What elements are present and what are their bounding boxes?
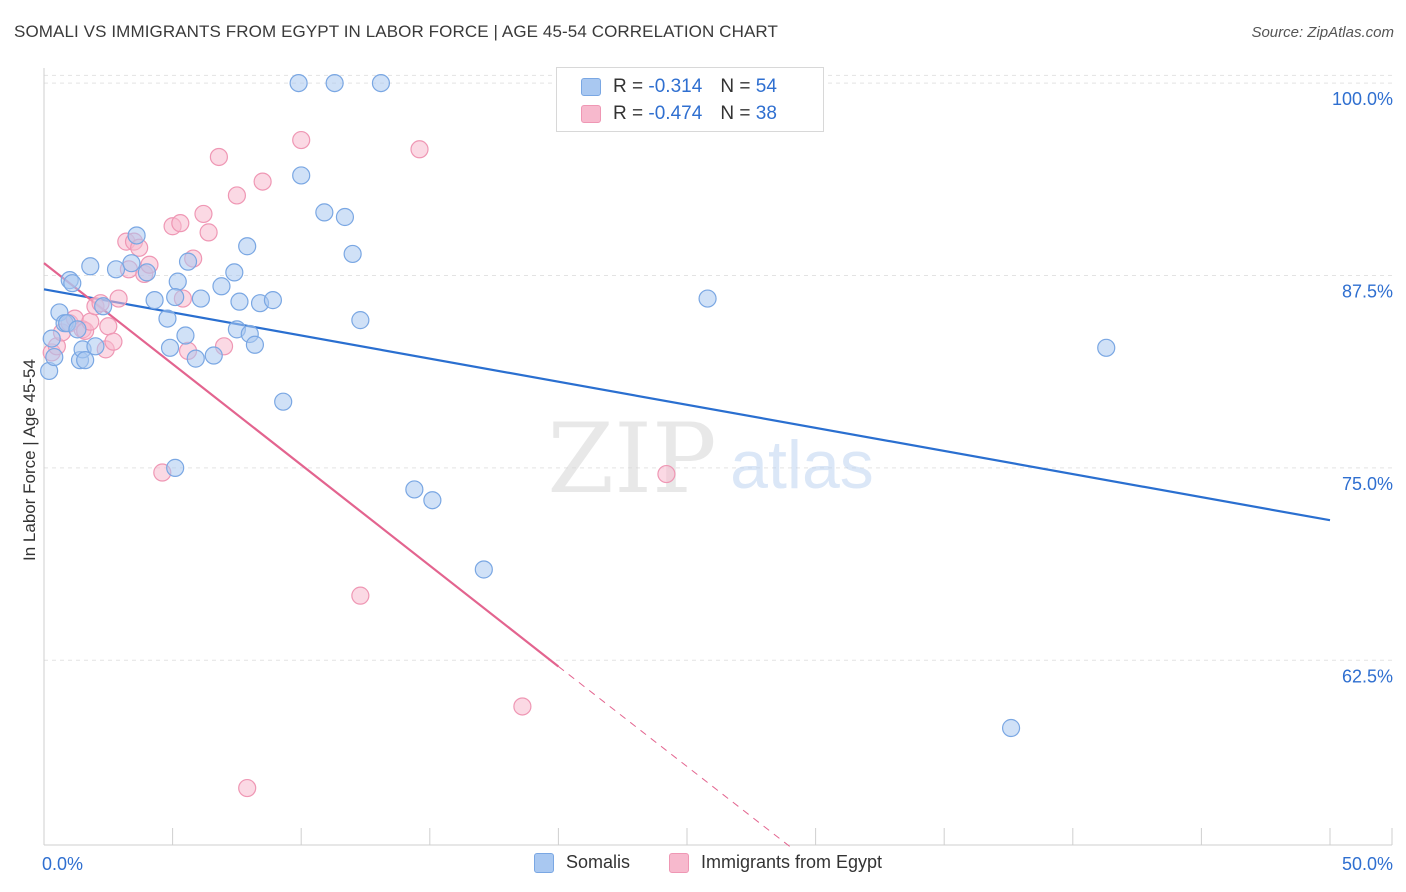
chart-title: SOMALI VS IMMIGRANTS FROM EGYPT IN LABOR… <box>14 22 778 41</box>
egypt-trend-line <box>558 666 791 847</box>
somalis-point <box>168 272 187 291</box>
egypt-point <box>351 586 370 605</box>
somalis-point <box>127 226 146 245</box>
somalis-point <box>166 458 185 477</box>
somalis-point <box>122 254 141 273</box>
somalis-point <box>106 260 126 279</box>
somalis-point <box>292 166 311 185</box>
legend-item-egypt[interactable]: Immigrants from Egypt <box>669 852 882 873</box>
somalis-point <box>68 320 87 339</box>
y-tick-label: 62.5% <box>1342 666 1393 686</box>
watermark-atlas: atlas <box>730 427 874 503</box>
stats-row-egypt: R = -0.474 N = 38 <box>581 102 777 126</box>
somalis-point <box>158 309 177 328</box>
egypt-point <box>292 130 311 150</box>
somalis-point <box>474 560 493 579</box>
somalis-point <box>245 335 265 354</box>
egypt-point <box>209 147 228 167</box>
somalis-point <box>371 73 391 93</box>
egypt-point <box>99 317 118 336</box>
somalis-point <box>343 244 362 264</box>
egypt-swatch <box>581 105 601 123</box>
stats-row-somalis: R = -0.314 N = 54 <box>581 75 777 99</box>
somalis-point <box>405 480 424 499</box>
somalis-point <box>238 237 257 256</box>
somalis-point <box>42 329 61 348</box>
egypt-point <box>104 332 123 351</box>
somalis-point <box>1001 718 1021 738</box>
somalis-point <box>145 291 164 310</box>
source-label: Source: ZipAtlas.com <box>1251 24 1394 41</box>
somalis-point <box>335 207 355 227</box>
r-value: -0.314 <box>648 76 703 97</box>
axes <box>43 68 1393 846</box>
y-tick-label: 100.0% <box>1332 89 1393 109</box>
somalis-point <box>325 73 344 93</box>
somalis-point <box>94 297 113 316</box>
egypt-point <box>410 140 429 159</box>
egypt-point <box>194 204 213 224</box>
somalis-trend-line <box>43 288 1331 522</box>
r-value: -0.474 <box>648 103 703 124</box>
egypt-legend-swatch <box>669 852 689 873</box>
egypt-point <box>513 697 532 716</box>
x-tick-label: 50.0% <box>1342 854 1393 874</box>
somalis-point <box>86 337 105 356</box>
somalis-point <box>137 263 156 282</box>
somalis-swatch <box>581 78 601 96</box>
r-label: R = <box>613 76 644 97</box>
egypt-point <box>171 214 190 233</box>
somalis-point <box>204 346 223 365</box>
somalis-point <box>230 292 249 311</box>
egypt-trend-line <box>43 262 560 668</box>
egypt-point <box>253 172 272 191</box>
y-tick-label: 87.5% <box>1342 281 1393 301</box>
somalis-point <box>698 289 717 308</box>
somalis-point <box>186 349 205 368</box>
somalis-point <box>63 274 82 293</box>
y-tick-label: 75.0% <box>1342 474 1393 494</box>
egypt-point <box>238 778 257 798</box>
somalis-point <box>160 338 180 357</box>
somalis-point <box>45 347 64 367</box>
somalis-point <box>315 203 334 222</box>
somalis-point <box>81 257 100 276</box>
n-label: N = <box>720 76 751 97</box>
somalis-point <box>1097 338 1116 357</box>
stats-legend: R = -0.314 N = 54 R = -0.474 N = 38 <box>556 67 824 132</box>
data-points <box>40 73 1116 798</box>
somalis-point <box>263 291 283 310</box>
somalis-point <box>225 263 244 282</box>
legend-label-egypt: Immigrants from Egypt <box>701 852 883 872</box>
tick-labels: 62.5% 75.0% 87.5% 100.0% 0.0% 50.0% <box>42 89 1393 874</box>
r-label: R = <box>613 103 644 124</box>
watermark-zip: ZIP <box>547 403 716 515</box>
somalis-point <box>212 277 231 296</box>
somalis-point <box>178 252 198 271</box>
trend-lines <box>43 262 1331 847</box>
egypt-point <box>199 223 218 242</box>
n-label: N = <box>720 103 751 124</box>
somalis-point <box>191 289 210 308</box>
x-tick-label: 0.0% <box>42 854 83 874</box>
egypt-point <box>227 186 246 205</box>
somalis-point <box>289 73 308 93</box>
somalis-point <box>76 351 95 370</box>
somalis-point <box>423 491 442 510</box>
somalis-legend-swatch <box>534 852 554 873</box>
somalis-point <box>351 311 370 330</box>
grid-lines <box>44 74 1392 661</box>
somalis-point <box>274 392 293 411</box>
series-legend: Somalis Immigrants from Egypt <box>0 850 1406 878</box>
legend-label-somalis: Somalis <box>566 852 631 872</box>
egypt-point <box>657 464 676 484</box>
somalis-point <box>166 287 185 307</box>
somalis-point <box>176 326 195 345</box>
legend-item-somalis[interactable]: Somalis <box>534 852 630 873</box>
egypt-point <box>109 289 128 308</box>
zipatlas-watermark: ZIP atlas <box>547 403 873 515</box>
n-value: 54 <box>755 76 777 97</box>
n-value: 38 <box>755 103 777 124</box>
